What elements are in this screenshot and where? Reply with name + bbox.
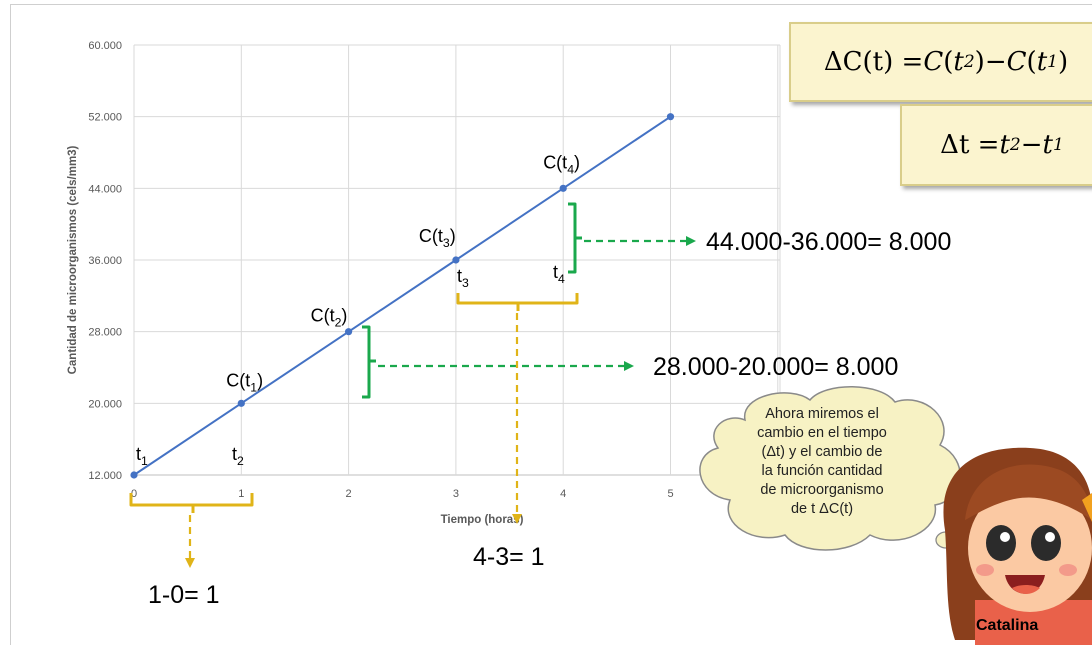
delta-t-t1: t — [1042, 130, 1053, 160]
character-tongue — [1012, 585, 1040, 594]
x-tick-label: 5 — [667, 488, 673, 500]
delta-t-minus: − — [1020, 130, 1043, 160]
delta-c-t2: t — [953, 47, 964, 77]
character-cheek — [976, 564, 994, 576]
point-label: C(t4) — [543, 152, 580, 176]
point-label: C(t3) — [419, 226, 456, 250]
delta-c-c1: C — [1006, 47, 1027, 77]
x-tick-label: 3 — [453, 488, 459, 500]
thought-bubble-text: Ahora miremos el cambio en el tiempo (Δt) … — [728, 405, 916, 519]
character-eye-left — [986, 525, 1016, 561]
delta-t-brace-second — [456, 293, 579, 311]
character-eye-shine — [1000, 532, 1010, 542]
delta-t-t2: t — [999, 130, 1010, 160]
data-point — [130, 471, 138, 479]
y-tick-label: 60.000 — [88, 40, 122, 52]
slide-border-top — [10, 4, 1092, 5]
delta-c-arrowhead-upper — [686, 236, 696, 246]
point-label: C(t1) — [226, 370, 263, 394]
thought-bubble — [699, 386, 961, 551]
delta-t-second-text: 4-3= 1 — [473, 543, 545, 571]
delta-t-lhs: Δt = — [940, 130, 1000, 160]
y-tick-label: 20.000 — [88, 398, 122, 410]
point-label: C(t2) — [311, 306, 348, 330]
delta-t-sub2: 2 — [1009, 135, 1021, 155]
delta-c-minus: − — [984, 47, 1007, 77]
delta-c-brace-lower — [362, 325, 376, 399]
delta-t-arrowhead-second — [512, 514, 522, 524]
x-axis-title: Tiempo (horas) — [441, 514, 524, 526]
data-point — [452, 256, 460, 264]
delta-c-upper-text: 44.000-36.000= 8.000 — [706, 228, 951, 256]
thought-bubble-line: Ahora miremos el — [765, 406, 879, 422]
delta-t-sub1: 1 — [1052, 135, 1064, 155]
delta-c-c2: C — [923, 47, 944, 77]
time-label: t4 — [553, 262, 565, 286]
data-point — [666, 113, 675, 121]
character-name: Catalina — [976, 617, 1039, 634]
delta-c-t1: t — [1036, 47, 1048, 77]
character-face — [968, 484, 1092, 612]
x-tick-label: 0 — [131, 488, 137, 500]
time-label: t3 — [457, 266, 469, 290]
slide-border-left — [10, 4, 11, 645]
y-tick-label: 52.000 — [88, 112, 122, 124]
delta-c-lhs: ΔC(t) = — [823, 47, 924, 77]
thought-bubble-line: cambio en el tiempo — [757, 425, 887, 441]
delta-c-lower-text: 28.000-20.000= 8.000 — [653, 353, 898, 381]
time-label: t1 — [136, 444, 148, 468]
y-axis-title: Cantidad de microorganismos (cels/mm3) — [67, 145, 79, 374]
thought-bubble-line: (Δt) y el cambio de — [761, 444, 883, 460]
time-label: t2 — [232, 444, 244, 468]
delta-t-brace-first — [129, 493, 254, 513]
y-tick-label: 12.000 — [88, 470, 122, 482]
delta-c-sub1: 1 — [1047, 52, 1058, 72]
character-eye-shine — [1045, 532, 1055, 542]
delta-t-arrowhead-first — [185, 558, 195, 568]
delta-c-sub2: 2 — [963, 52, 975, 72]
character-shirt — [975, 600, 1092, 645]
y-tick-label: 44.000 — [88, 183, 122, 195]
character-hair-bow — [1082, 493, 1092, 522]
x-tick-label: 1 — [238, 488, 244, 500]
data-point — [345, 328, 353, 336]
character-eye-right — [1031, 525, 1061, 561]
x-tick-label: 4 — [560, 488, 566, 500]
delta-c-brace-upper — [568, 202, 582, 274]
delta-t-first-text: 1-0= 1 — [148, 581, 220, 609]
thought-bubble-line: la función cantidad — [761, 463, 883, 479]
data-point — [559, 184, 567, 192]
character-bangs — [965, 464, 1092, 520]
x-tick-label: 2 — [346, 488, 352, 500]
thought-bubble-line: de t ΔC(t) — [790, 501, 854, 517]
y-tick-label: 36.000 — [88, 255, 122, 267]
y-tick-label: 28.000 — [88, 327, 122, 339]
delta-c-formula-box: ΔC(t) = C(t 2) − C(t 1) — [789, 22, 1092, 102]
thought-bubble-line: de microorganismo — [760, 482, 884, 498]
data-point — [237, 399, 245, 407]
delta-c-arrowhead-lower — [624, 361, 634, 371]
series-line — [133, 115, 672, 476]
character-cheek — [1059, 564, 1077, 576]
